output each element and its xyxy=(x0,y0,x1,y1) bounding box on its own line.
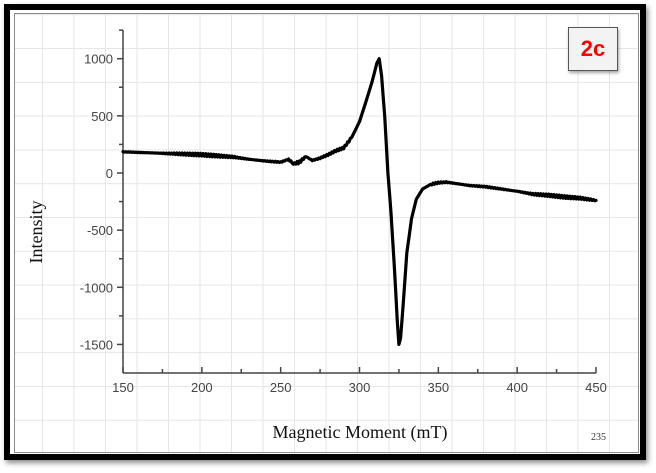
axis-ticks: 150 200 250 300 350 400 450 1000 500 0 -500 -1000 -1… xyxy=(80,29,607,395)
x-tick-label: 150 xyxy=(112,380,134,395)
spectrum-line xyxy=(121,57,598,346)
x-tick-label: 250 xyxy=(270,380,292,395)
figure-label-text: 2c xyxy=(580,36,606,61)
y-tick-label: 1000 xyxy=(84,52,113,67)
x-axis-title: Magnetic Moment (mT) xyxy=(273,422,448,443)
y-tick-label: -1000 xyxy=(80,280,113,295)
x-tick-label: 400 xyxy=(506,380,528,395)
y-tick-label: -1500 xyxy=(80,337,113,352)
y-axis-title: Intensity xyxy=(26,201,46,264)
x-tick-label: 450 xyxy=(585,380,607,395)
plot-area-grid-background xyxy=(14,13,639,453)
axes xyxy=(122,30,596,374)
y-tick-label: 0 xyxy=(106,166,113,181)
y-tick-label: -500 xyxy=(87,223,113,238)
page-number: 235 xyxy=(591,432,606,443)
x-tick-label: 200 xyxy=(191,380,213,395)
y-tick-label: 500 xyxy=(91,109,113,124)
x-tick-label: 300 xyxy=(349,380,371,395)
x-tick-label: 350 xyxy=(427,380,449,395)
figure-label-badge: 2c xyxy=(568,27,618,71)
